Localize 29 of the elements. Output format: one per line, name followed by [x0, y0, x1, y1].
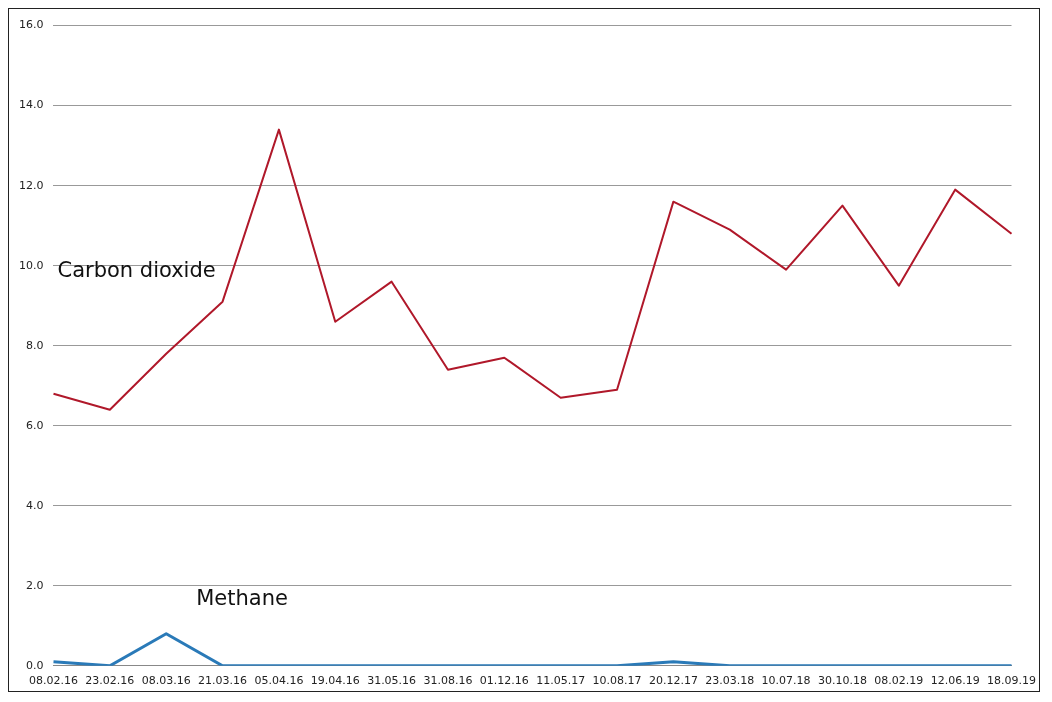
x-tick-label: 08.03.16 — [141, 674, 191, 688]
x-tick-label: 31.08.16 — [423, 674, 473, 688]
x-tick-label: 31.05.16 — [367, 674, 417, 688]
y-tick-label: 6.0 — [25, 418, 44, 432]
x-tick-label: 23.03.18 — [705, 674, 755, 688]
x-tick-label: 20.12.17 — [648, 674, 698, 688]
y-tick-label: 4.0 — [25, 498, 44, 512]
x-tick-label: 11.05.17 — [536, 674, 586, 688]
x-tick-label: 01.12.16 — [479, 674, 529, 688]
y-tick-label: 0.0 — [25, 658, 44, 672]
x-tick-label: 21.03.16 — [198, 674, 248, 688]
y-tick-label: 2.0 — [25, 578, 44, 592]
x-tick-label: 18.09.19 — [987, 674, 1036, 688]
x-tick-label: 30.10.18 — [817, 674, 867, 688]
x-tick-label: 05.04.16 — [254, 674, 304, 688]
x-tick-label: 08.02.16 — [29, 674, 78, 688]
y-tick-label: 12.0 — [18, 178, 44, 192]
x-tick-label: 19.04.16 — [310, 674, 360, 688]
x-tick-label: 12.06.19 — [930, 674, 980, 688]
y-tick-label: 10.0 — [18, 258, 44, 272]
x-tick-label: 08.02.19 — [874, 674, 924, 688]
x-tick-label: 10.08.17 — [592, 674, 642, 688]
x-tick-label: 10.07.18 — [761, 674, 811, 688]
series-label: Carbon dioxide — [57, 257, 216, 282]
y-tick-label: 8.0 — [25, 338, 44, 352]
x-tick-label: 23.02.16 — [85, 674, 135, 688]
y-tick-label: 14.0 — [18, 98, 44, 112]
y-tick-label: 16.0 — [18, 18, 44, 32]
series-label: Methane — [196, 585, 288, 610]
